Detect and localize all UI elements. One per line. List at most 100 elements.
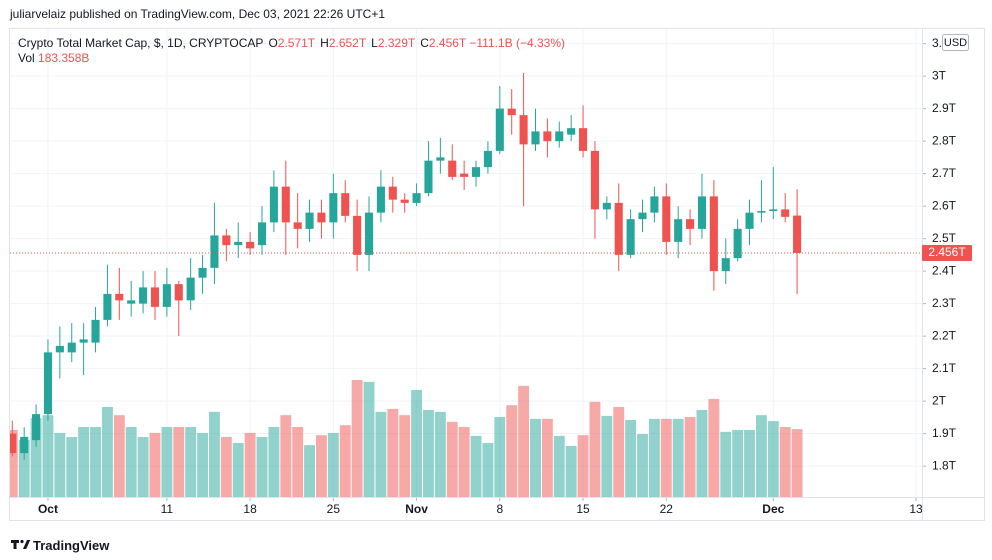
candle-body bbox=[293, 222, 302, 229]
volume-bar bbox=[399, 415, 411, 497]
x-tick-label: 15 bbox=[576, 502, 590, 516]
candle-body bbox=[10, 433, 17, 454]
currency-label: USD bbox=[944, 37, 967, 49]
volume-bar bbox=[530, 418, 541, 497]
legend-row: Crypto Total Market Cap, $, 1D, CRYPTOCA… bbox=[18, 36, 565, 51]
y-tick-label: 2.1T bbox=[932, 361, 957, 375]
volume-bar bbox=[660, 418, 672, 497]
volume-bar bbox=[696, 409, 708, 497]
volume-bar bbox=[518, 385, 530, 497]
x-tick-label: 8 bbox=[496, 502, 503, 516]
candle-body bbox=[602, 202, 611, 210]
volume-bar bbox=[10, 429, 18, 497]
volume-bar bbox=[648, 418, 660, 497]
candle-body bbox=[543, 131, 552, 142]
y-tick-label: 2.3T bbox=[932, 296, 957, 310]
volume-bar bbox=[791, 429, 803, 497]
candle-body bbox=[460, 173, 469, 177]
volume-bar bbox=[78, 427, 90, 497]
volume-bar bbox=[54, 432, 66, 497]
candle-body bbox=[745, 212, 754, 229]
volume-bar bbox=[256, 437, 268, 497]
candle-body bbox=[174, 284, 183, 301]
candle-body bbox=[626, 219, 635, 255]
candle-body bbox=[614, 202, 623, 255]
volume-bar bbox=[434, 411, 446, 497]
candle-body bbox=[91, 319, 100, 343]
volume-bar bbox=[625, 419, 637, 497]
candle-body bbox=[281, 186, 290, 223]
volume-bar bbox=[375, 411, 387, 497]
volume-bar bbox=[185, 427, 197, 497]
volume-bar bbox=[720, 431, 732, 497]
candle-body bbox=[709, 196, 718, 272]
y-tick-label: 2.5T bbox=[932, 231, 957, 245]
volume-bar bbox=[42, 415, 54, 497]
candle-body bbox=[79, 339, 88, 343]
candle-body bbox=[697, 196, 707, 229]
volume-bar bbox=[506, 405, 518, 497]
candle-body bbox=[650, 196, 659, 213]
volume-bar bbox=[304, 445, 316, 497]
candle-body bbox=[436, 157, 445, 161]
volume-bar bbox=[30, 418, 42, 497]
candle-body bbox=[210, 235, 219, 268]
candle-body bbox=[127, 300, 136, 304]
candle-body bbox=[662, 196, 671, 242]
x-tick-label: Dec bbox=[762, 502, 784, 516]
candle-body bbox=[246, 241, 255, 249]
volume-bar bbox=[339, 425, 351, 497]
candle-body bbox=[388, 186, 397, 200]
candle-body bbox=[103, 293, 112, 320]
volume-bar bbox=[268, 427, 280, 497]
volume-bar bbox=[280, 415, 292, 497]
volume-bar bbox=[208, 411, 220, 497]
volume-bar bbox=[553, 435, 565, 497]
volume-bar bbox=[351, 380, 363, 497]
y-tick-label: 1.8T bbox=[932, 458, 957, 472]
ohlc-key: C bbox=[420, 36, 429, 50]
footer-brand: TradingView bbox=[33, 538, 110, 553]
volume-bar bbox=[137, 437, 149, 497]
candle-body bbox=[150, 287, 160, 307]
volume-bar bbox=[90, 427, 101, 497]
volume-bar bbox=[292, 427, 304, 497]
price-label-box bbox=[922, 244, 972, 261]
candle-body bbox=[55, 345, 64, 353]
candle-body bbox=[793, 215, 802, 253]
ohlc-value: 2.329T bbox=[377, 36, 416, 50]
candle-body bbox=[305, 212, 314, 229]
y-tick-label: 1.9T bbox=[932, 426, 957, 440]
candle-body bbox=[162, 284, 171, 307]
volume-bar bbox=[708, 398, 720, 497]
volume-bar bbox=[755, 415, 767, 497]
candle-body bbox=[721, 258, 730, 272]
y-tick-label: 2T bbox=[932, 393, 947, 407]
candle-body bbox=[20, 436, 29, 454]
price-label: 2.456T bbox=[928, 245, 966, 259]
candle-body bbox=[43, 352, 53, 415]
volume-bar bbox=[387, 408, 399, 497]
volume-bar bbox=[577, 435, 589, 497]
candle-body bbox=[483, 150, 492, 168]
candle-body bbox=[686, 219, 695, 229]
candle-body bbox=[353, 215, 362, 255]
candle-body bbox=[412, 193, 421, 203]
candle-body bbox=[638, 212, 647, 220]
volume-bar bbox=[173, 427, 185, 497]
ohlc-value: 2.571T bbox=[277, 36, 316, 50]
volume-bar bbox=[149, 432, 161, 497]
candle-body bbox=[222, 235, 231, 246]
candle-body bbox=[115, 293, 124, 301]
candle-body bbox=[198, 267, 207, 278]
volume-bar bbox=[113, 415, 125, 497]
candle-body bbox=[67, 342, 76, 353]
candle-body bbox=[448, 160, 457, 177]
volume-bar bbox=[66, 437, 78, 497]
candle-body bbox=[269, 186, 278, 223]
y-tick-label: 3T bbox=[932, 68, 947, 82]
candle-body bbox=[424, 160, 433, 194]
x-tick-label: Nov bbox=[405, 502, 428, 516]
